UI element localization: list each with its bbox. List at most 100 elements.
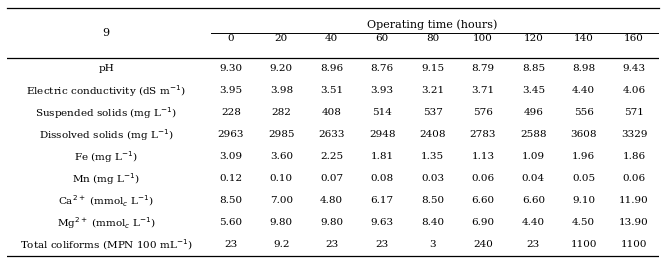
Text: Electric conductivity (dS m$^{-1}$): Electric conductivity (dS m$^{-1}$)	[27, 83, 186, 99]
Text: 2783: 2783	[470, 130, 496, 139]
Text: 3.93: 3.93	[370, 86, 394, 95]
Text: 408: 408	[322, 108, 342, 117]
Text: pH: pH	[99, 64, 114, 73]
Text: 228: 228	[221, 108, 241, 117]
Text: 100: 100	[473, 35, 493, 43]
Text: 0.06: 0.06	[472, 174, 494, 183]
Text: 3329: 3329	[621, 130, 647, 139]
Text: 4.40: 4.40	[521, 218, 545, 227]
Text: 4.06: 4.06	[623, 86, 646, 95]
Text: 1.86: 1.86	[623, 152, 646, 161]
Text: 0.03: 0.03	[421, 174, 444, 183]
Text: 9.20: 9.20	[270, 64, 293, 73]
Text: 9.80: 9.80	[270, 218, 293, 227]
Text: 6.90: 6.90	[472, 218, 494, 227]
Text: 1.96: 1.96	[572, 152, 595, 161]
Text: 4.40: 4.40	[572, 86, 595, 95]
Text: 6.60: 6.60	[521, 196, 545, 206]
Text: 0.12: 0.12	[219, 174, 242, 183]
Text: 8.50: 8.50	[219, 196, 242, 206]
Text: 13.90: 13.90	[619, 218, 649, 227]
Text: 9.2: 9.2	[273, 241, 290, 249]
Text: 1100: 1100	[621, 241, 647, 249]
Text: 2985: 2985	[268, 130, 294, 139]
Text: 4.50: 4.50	[572, 218, 595, 227]
Text: 3.95: 3.95	[219, 86, 242, 95]
Text: Total coliforms (MPN 100 mL$^{-1}$): Total coliforms (MPN 100 mL$^{-1}$)	[20, 238, 192, 252]
Text: 3.71: 3.71	[472, 86, 494, 95]
Text: 0.06: 0.06	[623, 174, 646, 183]
Text: 1100: 1100	[571, 241, 597, 249]
Text: 2.25: 2.25	[320, 152, 343, 161]
Text: 3608: 3608	[571, 130, 597, 139]
Text: 140: 140	[574, 35, 593, 43]
Text: 571: 571	[624, 108, 644, 117]
Text: 0: 0	[228, 35, 234, 43]
Text: 2408: 2408	[420, 130, 446, 139]
Text: 2948: 2948	[369, 130, 396, 139]
Text: 0.05: 0.05	[572, 174, 595, 183]
Text: 40: 40	[325, 35, 338, 43]
Text: 3.45: 3.45	[521, 86, 545, 95]
Text: 23: 23	[325, 241, 338, 249]
Text: 514: 514	[372, 108, 392, 117]
Text: 3.51: 3.51	[320, 86, 343, 95]
Text: 3.21: 3.21	[421, 86, 444, 95]
Text: Dissolved solids (mg L$^{-1}$): Dissolved solids (mg L$^{-1}$)	[39, 127, 173, 143]
Text: Mg$^{2+}$ (mmol$_c$ L$^{-1}$): Mg$^{2+}$ (mmol$_c$ L$^{-1}$)	[57, 215, 156, 231]
Text: 8.98: 8.98	[572, 64, 595, 73]
Text: 3.09: 3.09	[219, 152, 242, 161]
Text: 3.98: 3.98	[270, 86, 293, 95]
Text: 80: 80	[426, 35, 439, 43]
Text: Suspended solids (mg L$^{-1}$): Suspended solids (mg L$^{-1}$)	[35, 105, 177, 121]
Text: 0.07: 0.07	[320, 174, 343, 183]
Text: Ca$^{2+}$ (mmol$_c$ L$^{-1}$): Ca$^{2+}$ (mmol$_c$ L$^{-1}$)	[59, 193, 154, 209]
Text: 556: 556	[574, 108, 593, 117]
Text: 6.60: 6.60	[472, 196, 494, 206]
Text: 23: 23	[224, 241, 238, 249]
Text: 8.40: 8.40	[421, 218, 444, 227]
Text: 1.13: 1.13	[472, 152, 494, 161]
Text: 9.30: 9.30	[219, 64, 242, 73]
Text: 2588: 2588	[520, 130, 547, 139]
Text: 120: 120	[523, 35, 543, 43]
Text: 20: 20	[274, 35, 288, 43]
Text: 496: 496	[523, 108, 543, 117]
Text: 3: 3	[429, 241, 436, 249]
Text: 7.00: 7.00	[270, 196, 293, 206]
Text: Fe (mg L$^{-1}$): Fe (mg L$^{-1}$)	[75, 149, 138, 165]
Text: 9.15: 9.15	[421, 64, 444, 73]
Text: 9.43: 9.43	[623, 64, 646, 73]
Text: 1.09: 1.09	[521, 152, 545, 161]
Text: 3.60: 3.60	[270, 152, 293, 161]
Text: 2963: 2963	[218, 130, 244, 139]
Text: 8.79: 8.79	[472, 64, 494, 73]
Text: 8.96: 8.96	[320, 64, 343, 73]
Text: 9.80: 9.80	[320, 218, 343, 227]
Text: 8.76: 8.76	[370, 64, 394, 73]
Text: 0.04: 0.04	[521, 174, 545, 183]
Text: Mn (mg L$^{-1}$): Mn (mg L$^{-1}$)	[73, 171, 140, 187]
Text: 23: 23	[527, 241, 540, 249]
Text: 8.85: 8.85	[521, 64, 545, 73]
Text: 2633: 2633	[318, 130, 345, 139]
Text: 1.35: 1.35	[421, 152, 444, 161]
Text: 6.17: 6.17	[370, 196, 394, 206]
Text: 160: 160	[624, 35, 644, 43]
Text: Operating time (hours): Operating time (hours)	[368, 19, 498, 30]
Text: 240: 240	[473, 241, 493, 249]
Text: 0.10: 0.10	[270, 174, 293, 183]
Text: 23: 23	[376, 241, 389, 249]
Text: 0.08: 0.08	[370, 174, 394, 183]
Text: 4.80: 4.80	[320, 196, 343, 206]
Text: 537: 537	[423, 108, 442, 117]
Text: 282: 282	[271, 108, 291, 117]
Text: 576: 576	[473, 108, 493, 117]
Text: 5.60: 5.60	[219, 218, 242, 227]
Text: 1.81: 1.81	[370, 152, 394, 161]
Text: 9.63: 9.63	[370, 218, 394, 227]
Text: 60: 60	[376, 35, 389, 43]
Text: 11.90: 11.90	[619, 196, 649, 206]
Text: 8.50: 8.50	[421, 196, 444, 206]
Text: 9: 9	[103, 28, 110, 38]
